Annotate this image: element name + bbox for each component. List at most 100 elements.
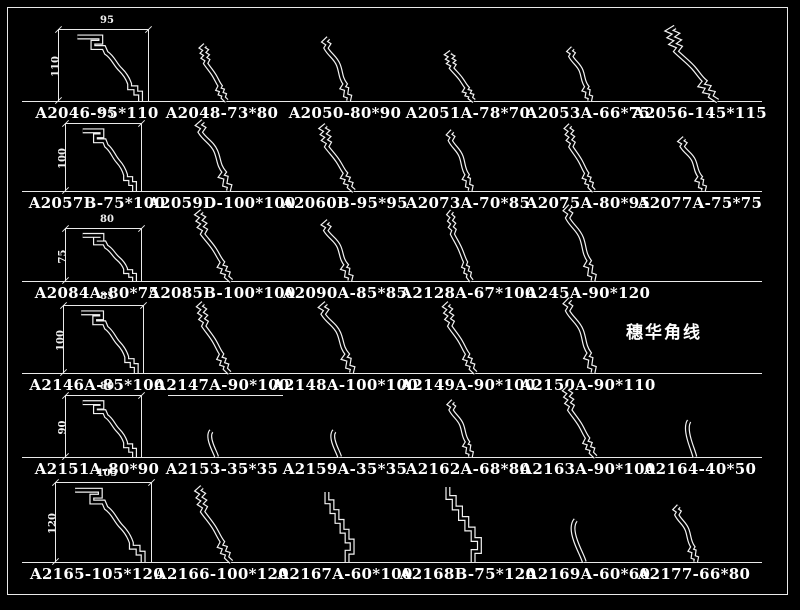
profile-outline	[448, 52, 474, 101]
molding-profile	[439, 131, 481, 191]
molding-profile	[65, 488, 149, 562]
molding-profile	[75, 401, 139, 457]
molding-profile	[312, 221, 363, 281]
profile-outline	[83, 131, 135, 191]
molding-profile	[313, 38, 361, 101]
dimension-width-label: 95	[100, 15, 114, 26]
item-label: A2168B-75*120	[399, 565, 537, 583]
profile-outline	[324, 221, 351, 281]
item-label: A2169A-60*60	[525, 565, 651, 583]
item-label: A2048-73*80	[165, 104, 279, 122]
molding-profile	[309, 125, 366, 191]
profile-outline	[333, 431, 340, 457]
dim-extension-left	[58, 29, 59, 101]
profile-outline	[75, 490, 143, 562]
molding-profile	[440, 401, 481, 457]
row-divider	[22, 101, 762, 102]
dim-line-horizontal	[65, 395, 141, 396]
row-divider	[22, 457, 762, 458]
profile-outline	[450, 401, 471, 457]
molding-profile	[437, 52, 484, 101]
item-label: A2151A-80*90	[34, 460, 160, 478]
item-label: A2149A-90*100	[400, 376, 536, 394]
item-label: A2150A-90*110	[520, 376, 656, 394]
profile-outline	[83, 235, 135, 281]
item-label: A2057B-75*100	[28, 194, 166, 212]
molding-profile	[666, 506, 706, 562]
dim-extension-right	[141, 123, 142, 191]
dimension-width-label: 105	[96, 468, 118, 479]
profile-outline	[321, 303, 352, 373]
item-label: A2077A-75*75	[637, 194, 763, 212]
profile-outline	[198, 121, 229, 191]
item-label: A2164-40*50	[643, 460, 757, 478]
item-label: A2165-105*120	[30, 565, 164, 583]
dim-line-horizontal	[55, 482, 151, 483]
profile-outline	[198, 487, 232, 562]
dimension-height-label: 120	[47, 513, 59, 534]
profile-outline	[322, 125, 354, 191]
item-label: A2153-35*35	[165, 460, 279, 478]
molding-profile	[203, 431, 225, 457]
molding-profile	[184, 121, 244, 191]
profile-outline	[327, 492, 352, 562]
profile-outline	[210, 431, 217, 457]
profile-outline	[325, 38, 350, 101]
molding-profile	[680, 421, 704, 457]
row-divider	[22, 281, 762, 282]
dimension-height-label: 90	[57, 420, 69, 435]
item-label: A2162A-68*80	[405, 460, 531, 478]
profile-outline	[676, 506, 697, 562]
profile-outline	[83, 131, 135, 191]
item-label: A2167A-60*100	[277, 565, 413, 583]
profile-outline	[83, 403, 135, 457]
dimension-width-label: 80	[100, 381, 114, 392]
profile-outline	[198, 487, 232, 562]
profile-outline	[81, 313, 136, 373]
molding-profile	[184, 487, 244, 562]
profile-outline	[77, 37, 140, 101]
dim-extension-right	[151, 482, 152, 562]
molding-profile	[553, 299, 607, 373]
item-label: A2059D-100*100	[148, 194, 296, 212]
dimension-width-label: 85	[100, 291, 114, 302]
dimension-width-label: 75	[100, 109, 114, 120]
item-label: A2166-100*120	[155, 565, 289, 583]
dim-line-horizontal	[58, 29, 148, 30]
profile-outline	[448, 487, 480, 562]
profile-outline	[449, 211, 471, 281]
molding-profile	[184, 211, 244, 281]
label-underline	[168, 395, 283, 396]
profile-outline	[565, 387, 595, 457]
profile-outline	[449, 131, 471, 191]
molding-profile	[560, 48, 600, 101]
item-label: A2177-66*80	[637, 565, 751, 583]
item-label: A2090A-85*85	[282, 284, 408, 302]
molding-profile	[433, 303, 487, 373]
dim-extension-right	[148, 29, 149, 101]
dim-extension-right	[143, 305, 144, 373]
dimension-height-label: 100	[55, 330, 67, 351]
dim-extension-right	[141, 228, 142, 281]
profile-outline	[687, 421, 695, 457]
item-label: A2148A-100*100	[272, 376, 418, 394]
molding-profile	[75, 234, 139, 281]
dim-extension-left	[65, 228, 66, 281]
row-divider	[22, 373, 762, 374]
row-divider	[22, 562, 762, 563]
dim-line-horizontal	[63, 305, 143, 306]
dim-line-horizontal	[65, 123, 141, 124]
item-label: A2056-145*115	[633, 104, 767, 122]
molding-profile	[73, 311, 141, 373]
item-label: A2159A-35*35	[282, 460, 408, 478]
profile-outline	[202, 45, 227, 101]
molding-profile	[440, 211, 480, 281]
molding-profile	[562, 520, 598, 562]
profile-outline	[669, 27, 718, 101]
molding-profile	[187, 303, 241, 373]
drawing-frame	[7, 7, 788, 595]
molding-profile	[319, 492, 355, 562]
item-label: A2085B-100*100	[148, 284, 296, 302]
molding-profile	[75, 129, 139, 191]
